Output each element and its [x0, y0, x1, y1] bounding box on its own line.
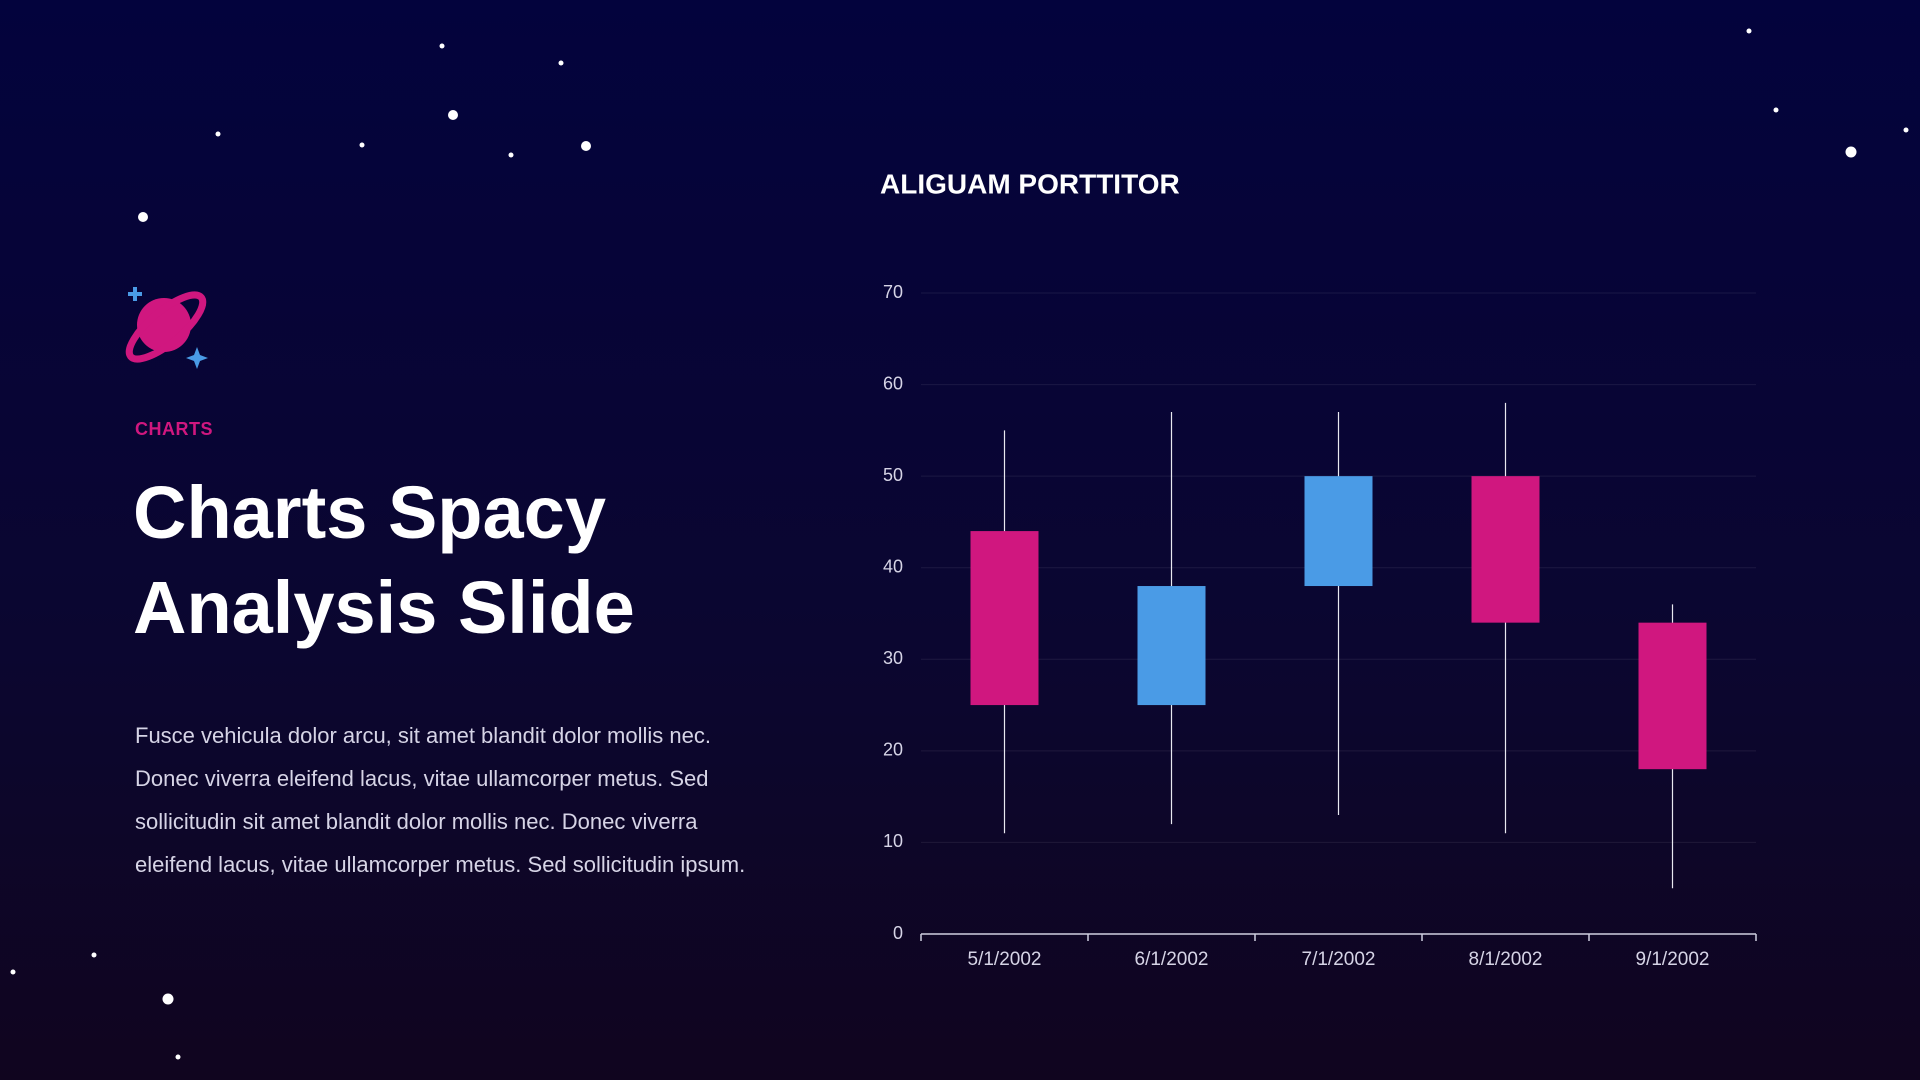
x-tick-label: 8/1/2002 — [1469, 949, 1543, 970]
x-tick-label: 5/1/2002 — [968, 949, 1042, 970]
planet-icon — [125, 287, 208, 369]
y-tick-label: 70 — [883, 282, 903, 302]
candle-body — [1137, 586, 1206, 706]
eyebrow: CHARTS — [135, 419, 213, 439]
y-tick-label: 20 — [883, 740, 903, 760]
y-tick-label: 50 — [883, 465, 903, 485]
candle-body — [1471, 476, 1540, 623]
y-tick-label: 10 — [883, 831, 903, 851]
candle-body — [1304, 476, 1373, 587]
x-tick-label: 7/1/2002 — [1302, 949, 1376, 970]
x-tick-label: 9/1/2002 — [1636, 949, 1710, 970]
y-tick-label: 0 — [893, 923, 903, 943]
heading: Charts Spacy Analysis Slide — [133, 471, 635, 649]
candle-body — [1638, 622, 1707, 770]
y-tick-label: 40 — [883, 556, 903, 576]
chart-title: ALIGUAM PORTTITOR — [880, 168, 1180, 199]
paragraph: Fusce vehicula dolor arcu, sit amet blan… — [135, 723, 746, 877]
x-tick-label: 6/1/2002 — [1135, 949, 1209, 970]
y-tick-label: 30 — [883, 648, 903, 668]
candle-body — [970, 531, 1039, 706]
y-tick-label: 60 — [883, 373, 903, 393]
